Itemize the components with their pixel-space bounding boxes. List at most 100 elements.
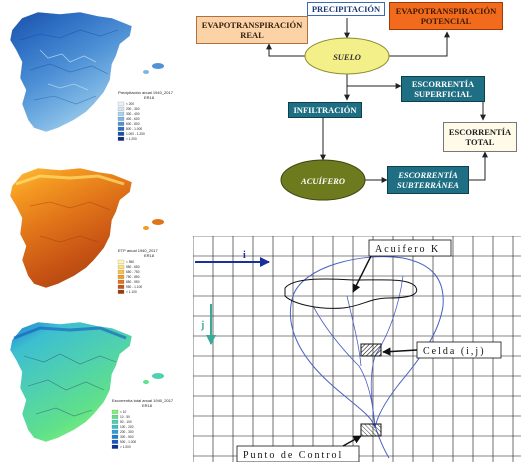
iberia-shape xyxy=(9,11,133,133)
water-balance-flow-arrows: SUELO ACUÍFERO xyxy=(266,18,488,201)
legend-item-label: 300 - 500 xyxy=(120,435,134,439)
balearic-islands xyxy=(152,373,164,379)
j-axis-label: j xyxy=(200,320,204,331)
suelo-label: SUELO xyxy=(333,52,361,62)
punto-control-cell xyxy=(360,423,382,437)
legend-item-label: 200 - 300 xyxy=(120,430,134,434)
legend-swatch xyxy=(117,121,125,126)
grid-lines xyxy=(192,235,521,462)
legend-swatch xyxy=(117,279,125,284)
legend-title: Escorrentía total anual 1940_2017 xyxy=(112,398,174,403)
grid-model-diagram: i j Acuifero K Celda (i,j) Punto de Cont… xyxy=(192,235,521,463)
escorrentia-subterranea-box: ESCORRENTÍA SUBTERRÁNEA xyxy=(387,166,469,194)
acuifero-label: ACUÍFERO xyxy=(300,176,345,186)
balearic-islands xyxy=(152,219,164,225)
legend-swatch xyxy=(111,439,119,444)
legend-source: ER18 xyxy=(144,253,155,258)
legend-title: Precipitación anual 1940_2017 xyxy=(118,90,174,95)
legend-swatch xyxy=(117,274,125,279)
escorrentia-total-label-line2: TOTAL xyxy=(465,137,495,147)
legend-item-label: 500 - 1.000 xyxy=(120,440,136,444)
etp-label-line2: POTENCIAL xyxy=(420,16,472,26)
legend-item-label: > 1.100 xyxy=(126,290,137,294)
basin-outline xyxy=(289,256,444,429)
etr-label-line2: REAL xyxy=(240,30,264,40)
precipitacion-label: PRECIPITACIÓN xyxy=(311,4,381,14)
suelo-node xyxy=(304,37,390,75)
legend-item-label: 950 - 1.100 xyxy=(126,285,142,289)
legend-item-label: 850 - 950 xyxy=(126,280,140,284)
legend-swatch xyxy=(117,264,125,269)
escorrentia-superficial-label-line2: SUPERFICIAL xyxy=(414,89,472,99)
precipitation-map-panel: Precipitación anual 1940_2017 ER18 < 200… xyxy=(0,0,188,152)
i-axis-label: i xyxy=(243,250,246,261)
legend-item-label: 100 - 200 xyxy=(120,425,134,429)
balearic-islands xyxy=(152,63,164,69)
infiltracion-label: INFILTRACIÓN xyxy=(293,105,357,115)
escorrentia-total-box: ESCORRENTÍA TOTAL xyxy=(443,122,517,152)
legend-swatch xyxy=(117,116,125,121)
legend-item-label: 10 - 50 xyxy=(120,415,130,419)
legend-source: ER18 xyxy=(142,403,153,408)
acuifero-node xyxy=(280,159,366,201)
legend-swatch xyxy=(117,106,125,111)
legend-item-label: 750 - 850 xyxy=(126,275,140,279)
celda-label: Celda (i,j) xyxy=(423,346,486,357)
legend-title: ETP anual 1940_2017 xyxy=(118,248,159,253)
legend-swatch xyxy=(111,424,119,429)
escorrentia-total-label-line1: ESCORRENTÍA xyxy=(448,127,512,137)
iberia-shape xyxy=(9,321,133,443)
legend-swatch xyxy=(117,269,125,274)
escorrentia-superficial-label-line1: ESCORRENTÍA xyxy=(411,79,475,89)
legend-swatch xyxy=(117,126,125,131)
escorrentia-subterranea-label-line1: ESCORRENTÍA xyxy=(398,170,458,180)
escorrentia-superficial-box: ESCORRENTÍA SUPERFICIAL xyxy=(401,76,485,102)
legend-item-label: 200 - 300 xyxy=(126,107,140,111)
legend-swatch xyxy=(111,414,119,419)
legend-item-label: 550 - 650 xyxy=(126,265,140,269)
legend-item-label: 600 - 800 xyxy=(126,122,140,126)
etr-box: EVAPOTRANSPIRACIÓN REAL xyxy=(196,16,308,44)
legend-item-label: 300 - 400 xyxy=(126,112,140,116)
aquifer-k-outline xyxy=(284,278,418,309)
runoff-map: Escorrentía total anual 1940_2017 ER18 <… xyxy=(9,321,174,449)
infiltracion-box: INFILTRACIÓN xyxy=(288,102,362,118)
legend-swatch xyxy=(117,136,125,141)
grid-model-panel: i j Acuifero K Celda (i,j) Punto de Cont… xyxy=(192,235,521,463)
etp-label-line1: EVAPOTRANSPIRACIÓN xyxy=(395,6,497,16)
escorrentia-subterranea-label-line2: SUBTERRÁNEA xyxy=(397,180,459,190)
acuifero-k-label: Acuifero K xyxy=(375,244,440,255)
legend-item-label: 800 - 1.000 xyxy=(126,127,142,131)
legend-swatch xyxy=(117,111,125,116)
precipitacion-box: PRECIPITACIÓN xyxy=(307,2,385,16)
legend-item-label: < 550 xyxy=(126,260,134,264)
etp-map-panel: ETP anual 1940_2017 ER18 < 550 550 - 650 6… xyxy=(0,156,188,308)
legend-item-label: > 1.000 xyxy=(120,445,131,449)
runoff-map-panel: Escorrentía total anual 1940_2017 ER18 <… xyxy=(0,310,188,462)
legend-source: ER18 xyxy=(144,95,155,100)
legend-swatch xyxy=(117,259,125,264)
precipitation-legend: Precipitación anual 1940_2017 ER18 < 200… xyxy=(117,90,174,141)
legend-swatch xyxy=(117,289,125,294)
iberia-shape xyxy=(9,167,133,289)
legend-swatch xyxy=(117,131,125,136)
etp-box: EVAPOTRANSPIRACIÓN POTENCIAL xyxy=(389,2,503,30)
legend-item-label: 1.000 - 1.200 xyxy=(126,132,145,136)
legend-item-label: > 1.200 xyxy=(126,137,137,141)
celda-ij-cell xyxy=(360,343,382,357)
runoff-legend: Escorrentía total anual 1940_2017 ER18 <… xyxy=(111,398,174,449)
legend-item-label: 400 - 600 xyxy=(126,117,140,121)
legend-item-label: < 10 xyxy=(120,410,127,414)
precipitation-map: Precipitación anual 1940_2017 ER18 < 200… xyxy=(9,11,174,141)
legend-swatch xyxy=(117,284,125,289)
legend-item-label: < 200 xyxy=(126,102,134,106)
punto-control-label: Punto de Control xyxy=(243,450,343,461)
legend-swatch xyxy=(117,101,125,106)
legend-swatch xyxy=(111,429,119,434)
legend-swatch xyxy=(111,434,119,439)
legend-swatch xyxy=(111,444,119,449)
legend-item-label: 650 - 750 xyxy=(126,270,140,274)
legend-swatch xyxy=(111,419,119,424)
